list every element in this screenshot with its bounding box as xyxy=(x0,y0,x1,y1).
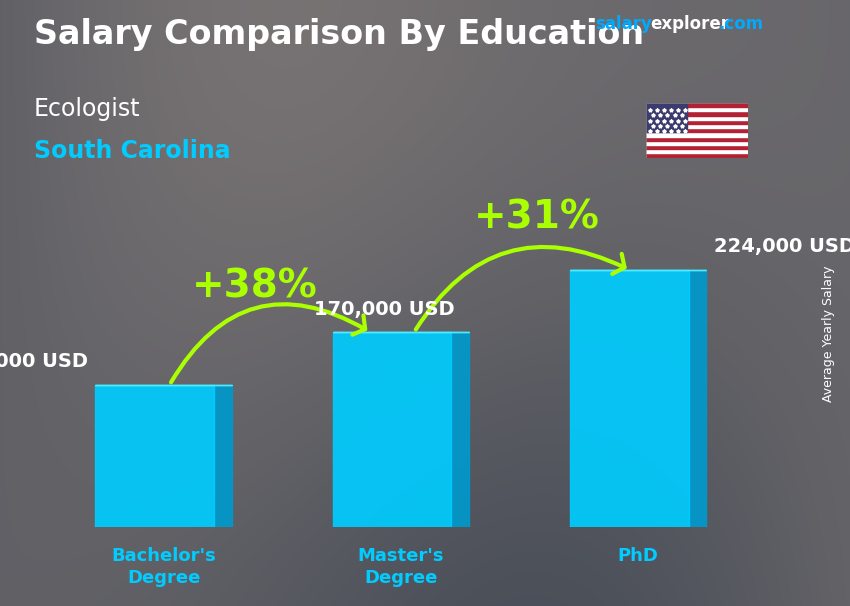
Bar xyxy=(646,103,687,132)
Text: salary: salary xyxy=(595,15,652,33)
Bar xyxy=(646,128,748,132)
Bar xyxy=(646,112,748,116)
Text: Bachelor's
Degree: Bachelor's Degree xyxy=(111,547,216,587)
Bar xyxy=(646,116,748,120)
Polygon shape xyxy=(570,270,688,527)
Text: Master's
Degree: Master's Degree xyxy=(358,547,445,587)
Bar xyxy=(646,103,748,107)
Text: Average Yearly Salary: Average Yearly Salary xyxy=(822,265,836,402)
Polygon shape xyxy=(332,332,451,527)
Text: .com: .com xyxy=(718,15,763,33)
Bar xyxy=(646,153,748,158)
Bar xyxy=(646,145,748,149)
Polygon shape xyxy=(451,332,469,527)
Bar xyxy=(646,120,748,124)
Text: Ecologist: Ecologist xyxy=(34,97,140,121)
Bar xyxy=(646,132,748,136)
Text: South Carolina: South Carolina xyxy=(34,139,230,164)
Bar xyxy=(646,124,748,128)
Polygon shape xyxy=(214,385,232,527)
Bar xyxy=(646,149,748,153)
Bar xyxy=(646,107,748,112)
Text: +31%: +31% xyxy=(473,198,599,236)
Text: Salary Comparison By Education: Salary Comparison By Education xyxy=(34,18,644,51)
Bar xyxy=(646,141,748,145)
Polygon shape xyxy=(688,270,706,527)
FancyArrowPatch shape xyxy=(416,247,625,330)
FancyArrowPatch shape xyxy=(171,304,366,382)
Text: 124,000 USD: 124,000 USD xyxy=(0,352,88,371)
Text: 170,000 USD: 170,000 USD xyxy=(314,299,455,319)
Text: 224,000 USD: 224,000 USD xyxy=(714,238,850,256)
Text: explorer: explorer xyxy=(650,15,729,33)
Text: +38%: +38% xyxy=(192,267,318,305)
Text: PhD: PhD xyxy=(618,547,659,565)
Polygon shape xyxy=(95,385,214,527)
Bar xyxy=(646,136,748,141)
